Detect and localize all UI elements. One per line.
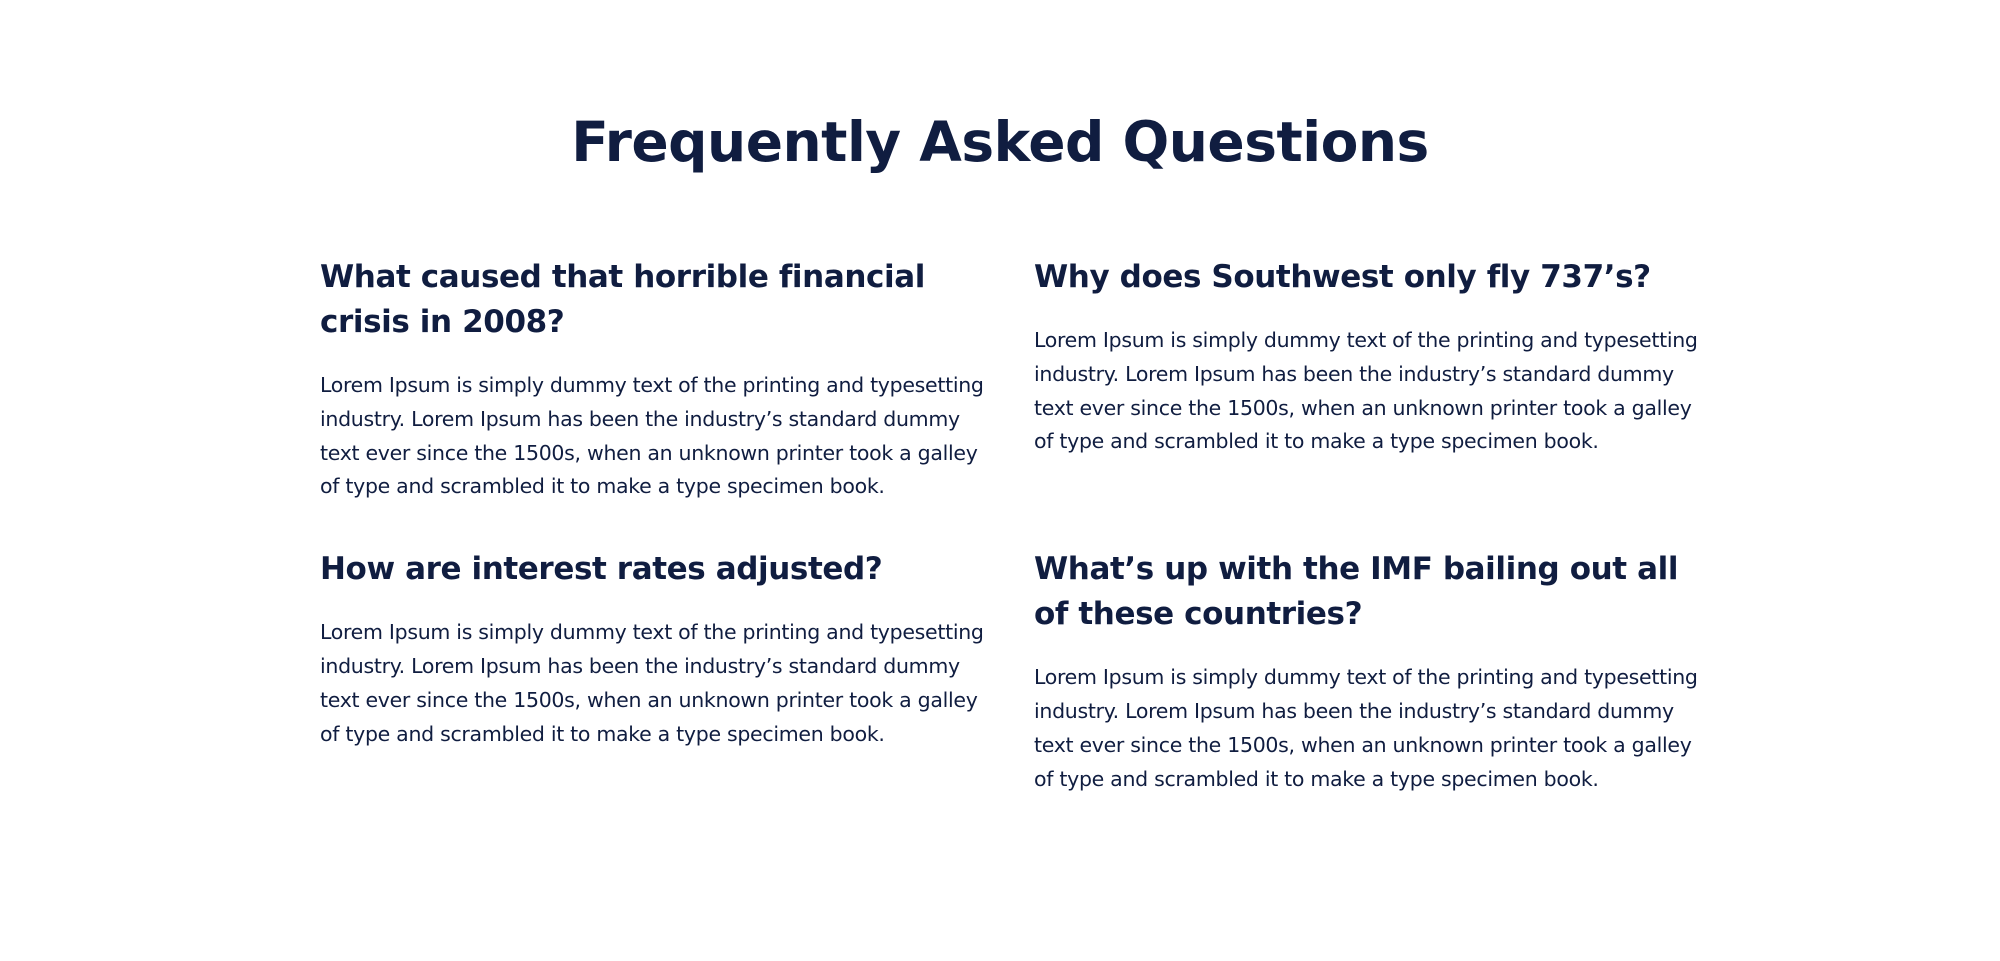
faq-question: Why does Southwest only fly 737’s? — [1034, 259, 1651, 295]
faq-answer: Lorem Ipsum is simply dummy text of the … — [320, 620, 984, 746]
faq-item: Why does Southwest only fly 737’s? Lorem… — [1034, 255, 1704, 504]
faq-question: What’s up with the IMF bailing out all o… — [1034, 551, 1679, 633]
faq-answer: Lorem Ipsum is simply dummy text of the … — [1034, 665, 1698, 791]
faq-item: What caused that horrible financial cris… — [320, 255, 990, 504]
faq-item: How are interest rates adjusted? Lorem I… — [320, 547, 990, 796]
faq-question: What caused that horrible financial cris… — [320, 259, 925, 340]
faq-question: How are interest rates adjusted? — [320, 551, 883, 588]
faq-answer: Lorem Ipsum is simply dummy text of the … — [320, 373, 984, 499]
faq-item: What’s up with the IMF bailing out all o… — [1034, 547, 1704, 796]
page-title: Frequently Asked Questions — [571, 110, 1429, 174]
faq-grid: What caused that horrible financial cris… — [320, 255, 1704, 796]
faq-answer: Lorem Ipsum is simply dummy text of the … — [1034, 328, 1698, 454]
